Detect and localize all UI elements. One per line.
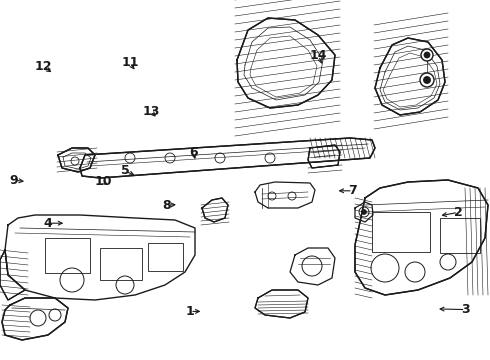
Text: 12: 12 [34,60,52,73]
Bar [45,238,90,273]
Polygon shape [375,38,445,115]
Text: 9: 9 [9,174,18,186]
Text: 8: 8 [162,199,171,212]
Text: 5: 5 [121,165,129,177]
Polygon shape [255,290,308,318]
Polygon shape [80,138,375,178]
Text: 6: 6 [189,147,198,159]
Text: 4: 4 [44,217,52,230]
Polygon shape [237,18,335,108]
Text: 14: 14 [310,49,327,62]
Circle shape [421,49,433,61]
Circle shape [423,77,431,84]
Polygon shape [5,215,195,300]
Bar [100,248,142,280]
Text: 3: 3 [461,303,470,316]
Polygon shape [0,250,25,300]
Polygon shape [355,202,373,222]
Circle shape [420,73,434,87]
Bar [148,243,183,271]
Polygon shape [355,180,488,295]
Polygon shape [58,148,95,172]
Polygon shape [308,145,340,168]
Text: 2: 2 [454,206,463,219]
Text: 7: 7 [348,184,357,197]
Circle shape [424,52,430,58]
Polygon shape [290,248,335,285]
Text: 11: 11 [121,57,139,69]
Text: 13: 13 [142,105,160,118]
Text: 1: 1 [186,305,195,318]
Circle shape [362,210,367,215]
Polygon shape [202,198,228,222]
Bar [440,218,480,253]
Polygon shape [2,298,68,340]
Polygon shape [255,182,315,208]
Bar [372,212,430,252]
Text: 10: 10 [94,175,112,188]
